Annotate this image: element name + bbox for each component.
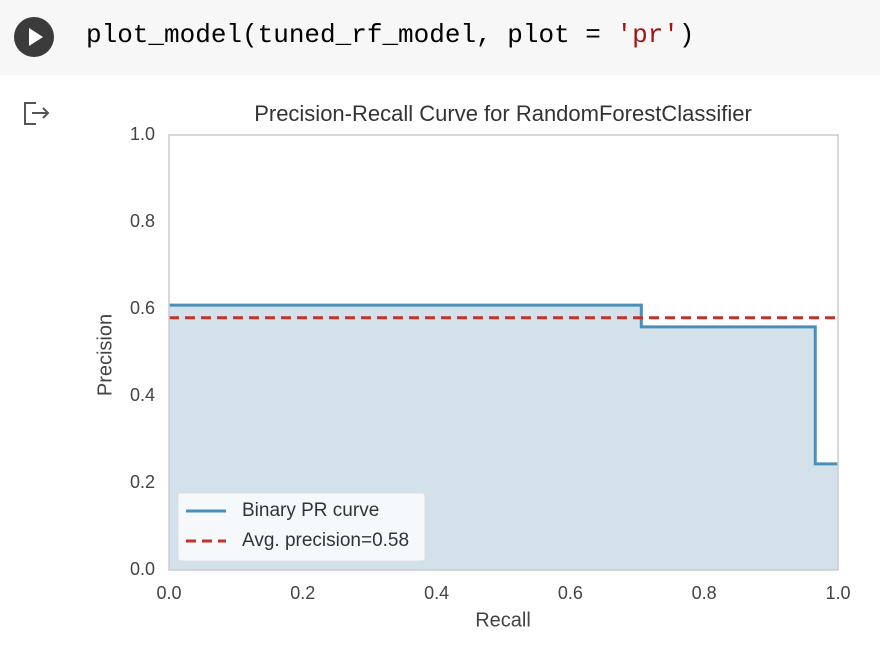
y-tick-label: 0.6 <box>130 298 155 318</box>
x-tick-label: 0.8 <box>692 583 717 603</box>
plot-frame <box>168 134 839 571</box>
y-tick-label: 0.4 <box>130 385 155 405</box>
code-cell: plot_model(tuned_rf_model, plot = 'pr') <box>0 0 880 75</box>
code-part: ) <box>678 20 695 50</box>
y-tick-label: 0.8 <box>130 211 155 231</box>
y-axis-label: Precision <box>94 314 116 396</box>
legend-label: Binary PR curve <box>242 500 379 521</box>
code-string: 'pr' <box>616 20 679 50</box>
x-tick-label: 0.0 <box>156 583 181 603</box>
x-tick-label: 0.6 <box>558 583 583 603</box>
y-tick-label: 0.2 <box>130 472 155 492</box>
legend: Binary PR curve Avg. precision=0.58 <box>177 492 426 562</box>
legend-label: Avg. precision=0.58 <box>242 530 409 551</box>
pr-curve <box>169 303 838 466</box>
x-tick-label: 0.2 <box>290 583 315 603</box>
x-tick-label: 1.0 <box>825 583 850 603</box>
output-icon <box>24 102 50 125</box>
code-part: plot_model(tuned_rf_model, plot = <box>86 20 617 50</box>
x-axis-label: Recall <box>475 609 531 631</box>
legend-box <box>177 492 426 562</box>
code: plot_model(tuned_rf_model, plot = 'pr') <box>86 20 695 50</box>
run-button[interactable] <box>14 17 54 57</box>
chart-title: Precision-Recall Curve for RandomForestC… <box>254 101 752 126</box>
y-tick-label: 1.0 <box>130 124 155 144</box>
x-tick-label: 0.4 <box>424 583 449 603</box>
y-tick-label: 0.0 <box>130 559 155 579</box>
